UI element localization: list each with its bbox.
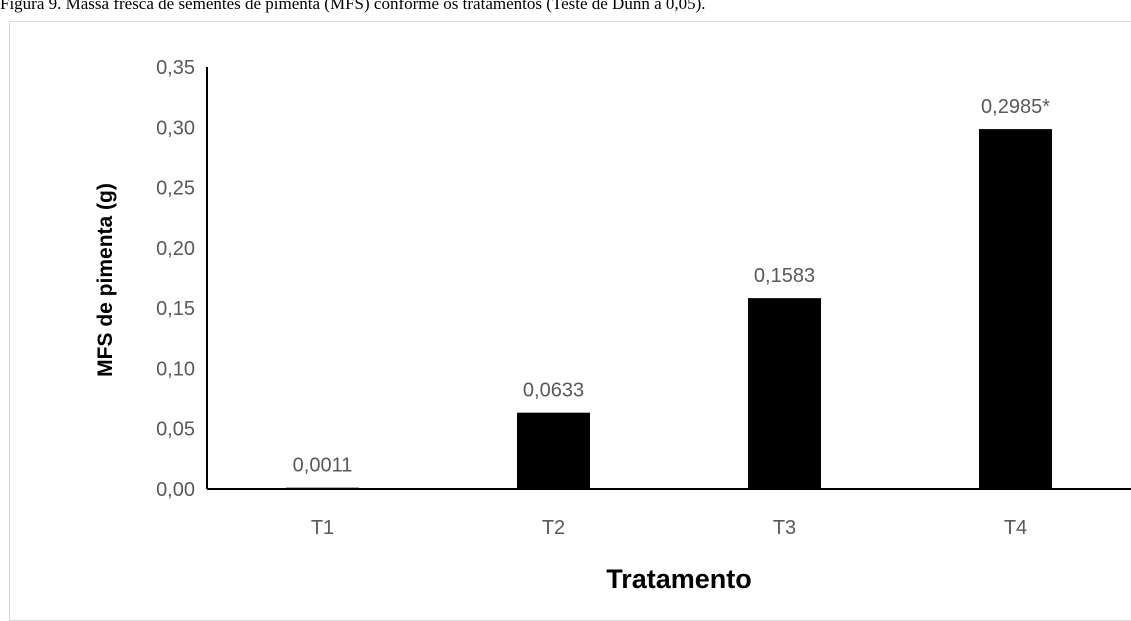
x-axis-title: Tratamento	[606, 564, 752, 594]
bars	[286, 129, 1052, 489]
data-labels: 0,0011 0,0633 0,1583 0,2985*	[293, 96, 1051, 477]
bar-t3	[748, 298, 821, 489]
y-tick-label: 0,25	[156, 178, 195, 200]
x-axis-ticks: T1 T2 T3 T4	[311, 517, 1027, 539]
bar-chart: 0,000,050,100,150,200,250,300,35 0,00110…	[94, 57, 1131, 594]
data-label-t1: 0,0011	[293, 455, 353, 477]
y-tick-label: 0,10	[156, 358, 195, 380]
x-tick-label: T3	[773, 517, 796, 539]
data-label-t4: 0,2985*	[981, 96, 1050, 118]
x-tick-label: T2	[542, 517, 565, 539]
bar-t2	[517, 412, 590, 489]
y-tick-label: 0,35	[156, 57, 195, 79]
y-axis-title: MFS de pimenta (g)	[94, 183, 117, 377]
y-tick-label: 0,30	[156, 117, 195, 139]
y-tick-label: 0,20	[156, 238, 195, 260]
bar-t4	[979, 129, 1052, 489]
y-axis-ticks: 0,00 0,05 0,10 0,15 0,20 0,25 0,30 0,35	[156, 57, 195, 501]
y-tick-label: 0,05	[156, 419, 195, 441]
x-tick-label: T1	[311, 517, 334, 539]
figure-caption: Figura 9. Massa fresca de sementes de pi…	[0, 0, 706, 13]
y-tick-label: 0,15	[156, 298, 195, 320]
y-tick-label: 0,00	[156, 479, 195, 501]
data-label-t2: 0,0633	[523, 380, 584, 402]
data-label-t3: 0,1583	[754, 265, 815, 287]
x-tick-label: T4	[1004, 517, 1027, 539]
